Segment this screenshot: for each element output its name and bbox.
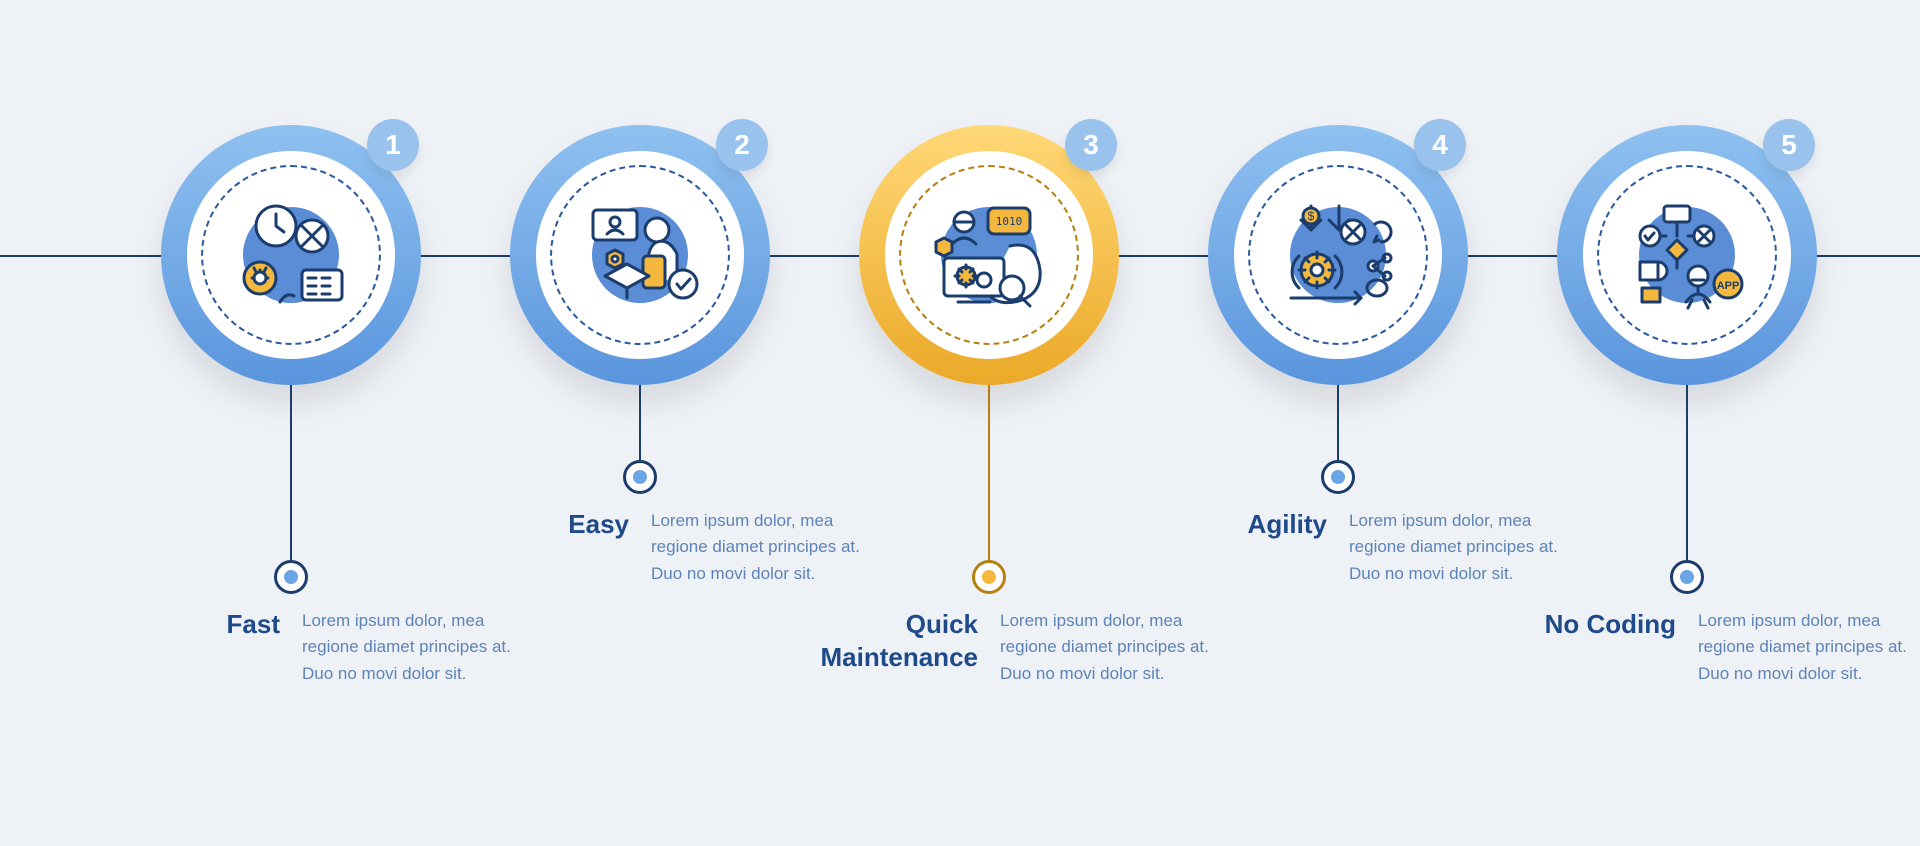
- step-body: Lorem ipsum dolor, mea regione diamet pr…: [302, 608, 512, 687]
- step-title: Easy: [469, 508, 629, 587]
- svg-text:1010: 1010: [996, 215, 1023, 228]
- maintenance-icon: 1010: [914, 180, 1064, 330]
- connector-line: [988, 385, 990, 560]
- bullet-dot: [284, 570, 298, 584]
- step-body: Lorem ipsum dolor, mea regione diamet pr…: [1698, 608, 1908, 687]
- bullet-dot: [1331, 470, 1345, 484]
- step-title: Agility: [1167, 508, 1327, 587]
- medallion: 1010 3: [859, 125, 1119, 385]
- step-text: Agility Lorem ipsum dolor, mea regione di…: [1167, 508, 1559, 587]
- step-number-badge: 3: [1065, 119, 1117, 171]
- step-title: Fast: [120, 608, 280, 687]
- nocoding-icon: APP: [1612, 180, 1762, 330]
- step-2: 2EasyLorem ipsum dolor, mea regione diam…: [510, 125, 770, 385]
- step-number: 1: [385, 129, 401, 161]
- step-body: Lorem ipsum dolor, mea regione diamet pr…: [1349, 508, 1559, 587]
- step-number: 2: [734, 129, 750, 161]
- step-3: 1010 3Quick MaintenanceLorem ipsum dolor…: [859, 125, 1119, 385]
- bullet-dot: [633, 470, 647, 484]
- medallion: 2: [510, 125, 770, 385]
- step-text: Easy Lorem ipsum dolor, mea regione diame…: [469, 508, 861, 587]
- step-body: Lorem ipsum dolor, mea regione diamet pr…: [651, 508, 861, 587]
- connector-line: [639, 385, 641, 460]
- step-4: $ 4AgilityLorem ipsum dolor, mea regione…: [1208, 125, 1468, 385]
- infographic-canvas: 1 Fast Lorem ipsum dolor, mea regione diam…: [0, 0, 1920, 846]
- step-1: 1FastLorem ipsum dolor, mea regione diam…: [161, 125, 421, 385]
- fast-icon: [216, 180, 366, 330]
- medallion: 1: [161, 125, 421, 385]
- step-title: Quick Maintenance: [818, 608, 978, 687]
- svg-text:APP: APP: [1717, 280, 1740, 292]
- step-number-badge: 1: [367, 119, 419, 171]
- step-title: No Coding: [1516, 608, 1676, 687]
- step-text: Quick Maintenance Lorem ipsum dolor, mea …: [818, 608, 1210, 687]
- connector-line: [1686, 385, 1688, 560]
- step-text: No Coding Lorem ipsum dolor, mea regione …: [1516, 608, 1908, 687]
- step-body: Lorem ipsum dolor, mea regione diamet pr…: [1000, 608, 1210, 687]
- agility-icon: $: [1263, 180, 1413, 330]
- step-number-badge: 5: [1763, 119, 1815, 171]
- step-number-badge: 4: [1414, 119, 1466, 171]
- connector-line: [290, 385, 292, 560]
- step-number: 3: [1083, 129, 1099, 161]
- step-number: 5: [1781, 129, 1797, 161]
- step-number-badge: 2: [716, 119, 768, 171]
- easy-icon: [565, 180, 715, 330]
- step-5: APP 5No CodingLorem ipsum dolor, mea reg…: [1557, 125, 1817, 385]
- medallion: $ 4: [1208, 125, 1468, 385]
- connector-line: [1337, 385, 1339, 460]
- medallion: APP 5: [1557, 125, 1817, 385]
- bullet-dot: [982, 570, 996, 584]
- step-number: 4: [1432, 129, 1448, 161]
- svg-text:$: $: [1308, 209, 1315, 223]
- step-text: Fast Lorem ipsum dolor, mea regione diame…: [120, 608, 512, 687]
- bullet-dot: [1680, 570, 1694, 584]
